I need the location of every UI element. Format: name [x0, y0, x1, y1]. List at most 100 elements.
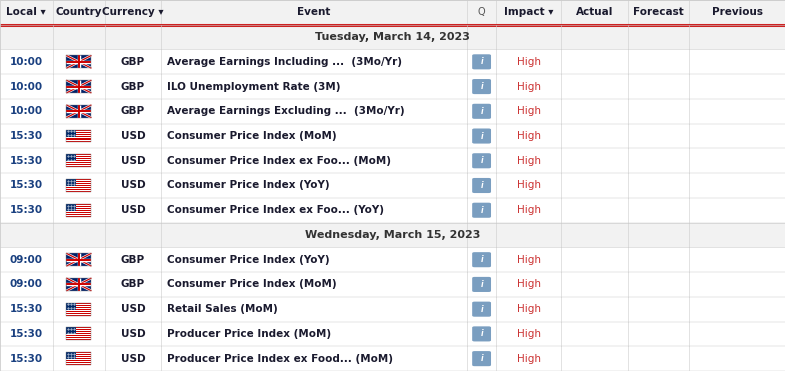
Bar	[66, 360, 91, 361]
Bar	[66, 335, 91, 336]
FancyBboxPatch shape	[472, 252, 491, 267]
Text: 10:00: 10:00	[9, 106, 43, 116]
Bar	[66, 328, 76, 334]
Text: High: High	[517, 354, 541, 364]
Bar	[66, 303, 91, 304]
Bar	[66, 188, 91, 189]
Bar	[66, 336, 91, 337]
Text: USD: USD	[121, 131, 145, 141]
Bar	[66, 208, 91, 209]
Text: USD: USD	[121, 329, 145, 339]
Text: i: i	[480, 107, 483, 116]
Bar	[66, 55, 91, 68]
Bar	[66, 329, 91, 331]
Bar	[66, 253, 91, 266]
Bar	[0, 25, 785, 49]
Bar	[66, 186, 91, 187]
Text: Consumer Price Index ex Foo... (MoM): Consumer Price Index ex Foo... (MoM)	[167, 156, 391, 166]
Text: Impact ▾: Impact ▾	[504, 7, 553, 17]
Bar	[66, 155, 91, 156]
Bar	[66, 105, 91, 118]
Bar	[66, 185, 91, 186]
Bar	[66, 154, 91, 155]
Bar	[66, 306, 91, 307]
Text: i: i	[480, 354, 483, 363]
FancyBboxPatch shape	[472, 302, 491, 317]
Text: 15:30: 15:30	[9, 329, 43, 339]
Bar	[66, 179, 91, 192]
Bar	[66, 332, 91, 334]
Bar	[0, 148, 785, 173]
Bar	[66, 312, 91, 313]
Text: Previous: Previous	[712, 7, 762, 17]
Bar	[66, 190, 91, 191]
Bar	[66, 160, 91, 161]
Bar	[66, 204, 91, 205]
FancyBboxPatch shape	[472, 277, 491, 292]
Bar	[66, 352, 91, 365]
Bar	[66, 253, 91, 266]
Bar	[66, 131, 91, 132]
FancyBboxPatch shape	[472, 128, 491, 144]
Bar	[66, 358, 91, 359]
Text: USD: USD	[121, 205, 145, 215]
Text: Actual: Actual	[576, 7, 613, 17]
Text: GBP: GBP	[121, 106, 145, 116]
Text: Tuesday, March 14, 2023: Tuesday, March 14, 2023	[315, 32, 470, 42]
Text: High: High	[517, 156, 541, 166]
Text: i: i	[480, 58, 483, 66]
Text: i: i	[480, 181, 483, 190]
FancyBboxPatch shape	[472, 153, 491, 168]
Bar	[66, 180, 91, 181]
Bar	[66, 105, 91, 118]
Bar	[66, 164, 91, 165]
Bar	[66, 355, 91, 356]
Text: i: i	[480, 132, 483, 141]
Text: Forecast: Forecast	[633, 7, 684, 17]
Text: 15:30: 15:30	[9, 156, 43, 166]
Bar	[66, 307, 91, 308]
Text: i: i	[480, 206, 483, 215]
Bar	[66, 308, 91, 309]
Bar	[66, 364, 91, 365]
Bar	[0, 0, 785, 25]
Bar	[66, 139, 91, 141]
FancyBboxPatch shape	[472, 178, 491, 193]
Bar	[66, 356, 91, 357]
Text: USD: USD	[121, 304, 145, 314]
Bar	[66, 213, 91, 214]
Bar	[66, 338, 91, 339]
Bar	[66, 353, 91, 354]
Bar	[66, 216, 91, 217]
Bar	[66, 361, 91, 362]
Text: 15:30: 15:30	[9, 131, 43, 141]
Text: Retail Sales (MoM): Retail Sales (MoM)	[167, 304, 278, 314]
Bar	[0, 322, 785, 346]
Text: i: i	[480, 305, 483, 313]
Bar	[66, 315, 91, 316]
Text: 10:00: 10:00	[9, 82, 43, 92]
Bar	[66, 354, 91, 355]
Text: Event: Event	[298, 7, 330, 17]
Bar	[66, 212, 91, 213]
Text: USD: USD	[121, 181, 145, 190]
Bar	[66, 206, 91, 207]
Text: High: High	[517, 181, 541, 190]
Text: High: High	[517, 329, 541, 339]
Bar	[66, 214, 91, 215]
Bar	[66, 334, 91, 335]
Bar	[66, 209, 91, 210]
Bar	[66, 311, 91, 312]
Bar	[66, 134, 91, 135]
Bar	[66, 179, 91, 180]
Bar	[66, 303, 91, 316]
Bar	[66, 204, 76, 211]
Bar	[66, 304, 91, 305]
Bar	[66, 359, 91, 360]
Text: 10:00: 10:00	[9, 57, 43, 67]
FancyBboxPatch shape	[472, 351, 491, 366]
Text: High: High	[517, 279, 541, 289]
Text: Producer Price Index (MoM): Producer Price Index (MoM)	[167, 329, 331, 339]
Text: 09:00: 09:00	[9, 255, 43, 265]
Bar	[66, 156, 91, 157]
